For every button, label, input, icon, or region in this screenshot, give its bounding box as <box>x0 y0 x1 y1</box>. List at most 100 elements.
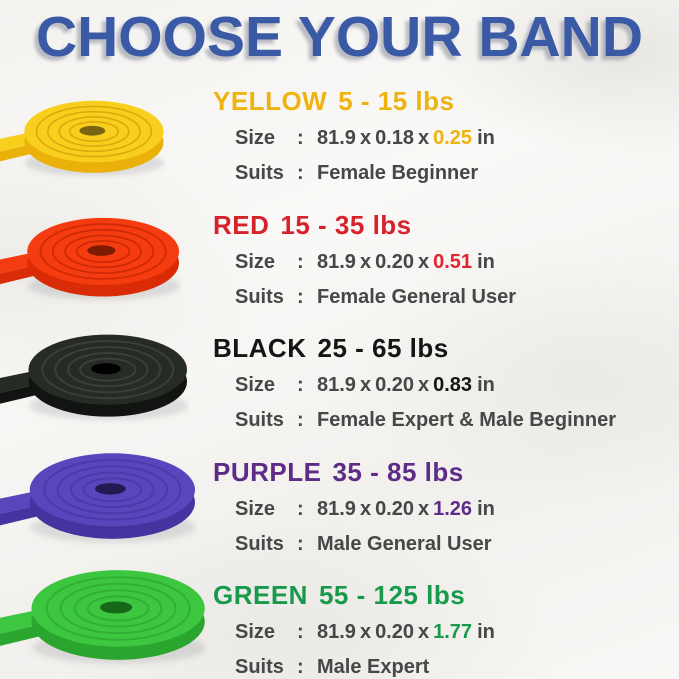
suits-row: Suits: Male General User <box>235 529 495 559</box>
band-section: PURPLE 35 - 85 lbs Size:81.9 x 0.20 x 1.26 in … <box>0 453 679 578</box>
suits-value: Male General User <box>317 533 492 555</box>
size-unit: in <box>477 251 495 273</box>
times-separator: x <box>418 621 430 643</box>
band-photo <box>0 318 190 436</box>
colon-separator: : <box>297 409 304 431</box>
page-title: CHOOSE YOUR BAND <box>35 5 644 69</box>
band-heading: BLACK 25 - 65 lbs <box>213 331 616 365</box>
band-name: PURPLE <box>213 457 322 487</box>
suits-value: Male Expert <box>317 656 430 678</box>
size-label: Size <box>235 621 276 643</box>
size-thickness-highlight: 1.26 <box>433 498 473 520</box>
colon-separator: : <box>297 251 304 273</box>
band-name: RED <box>213 210 270 240</box>
colon-separator: : <box>297 621 304 643</box>
band-weight-range: 35 - 85 lbs <box>332 457 464 487</box>
band-heading: YELLOW 5 - 15 lbs <box>213 84 495 118</box>
band-name: YELLOW <box>213 86 328 116</box>
band-section: BLACK 25 - 65 lbs Size:81.9 x 0.20 x 0.83 in S… <box>0 331 679 454</box>
suits-value: Female Beginner <box>317 162 479 184</box>
size-value: 81.9 x 0.18 x 0.25 in <box>317 127 495 149</box>
band-info: PURPLE 35 - 85 lbs Size:81.9 x 0.20 x 1.26 in … <box>213 455 495 559</box>
band-photo <box>0 552 208 679</box>
suits-label: Suits <box>235 409 284 431</box>
size-unit: in <box>477 621 495 643</box>
band-weight-range: 5 - 15 lbs <box>338 86 455 116</box>
times-separator: x <box>359 251 372 273</box>
times-separator: x <box>418 374 430 396</box>
band-heading: RED 15 - 35 lbs <box>213 208 516 242</box>
band-coil-graphic <box>0 570 206 664</box>
band-heading: GREEN 55 - 125 lbs <box>213 578 495 612</box>
size-thickness-highlight: 0.83 <box>433 374 473 396</box>
size-value: 81.9 x 0.20 x 0.83 in <box>317 374 495 396</box>
band-weight-range: 15 - 35 lbs <box>280 210 412 240</box>
band-coil-graphic <box>0 334 188 421</box>
colon-separator: : <box>297 656 304 678</box>
size-unit: in <box>477 374 495 396</box>
band-name: BLACK <box>213 333 307 363</box>
band-name: GREEN <box>213 580 308 610</box>
band-coil-graphic <box>0 100 165 177</box>
size-width: 0.20 <box>375 498 414 520</box>
colon-separator: : <box>297 127 304 149</box>
times-separator: x <box>418 251 430 273</box>
suits-label: Suits <box>235 162 284 184</box>
times-separator: x <box>359 374 372 396</box>
size-thickness-highlight: 0.51 <box>433 251 473 273</box>
band-weight-range: 55 - 125 lbs <box>318 580 466 610</box>
times-separator: x <box>418 127 430 149</box>
size-unit: in <box>477 127 495 149</box>
colon-separator: : <box>297 286 304 308</box>
times-separator: x <box>418 498 430 520</box>
band-weight-range: 25 - 65 lbs <box>317 333 449 363</box>
times-separator: x <box>359 621 372 643</box>
size-row: Size:81.9 x 0.20 x 0.83 in <box>235 370 616 400</box>
suits-row: Suits: Female Expert & Male Beginner <box>235 405 616 435</box>
size-thickness-highlight: 0.25 <box>433 127 473 149</box>
band-section: GREEN 55 - 125 lbs Size:81.9 x 0.20 x 1.77 in … <box>0 570 679 679</box>
size-row: Size:81.9 x 0.20 x 1.77 in <box>235 617 495 647</box>
size-value: 81.9 x 0.20 x 0.51 in <box>317 251 495 273</box>
band-info: BLACK 25 - 65 lbs Size:81.9 x 0.20 x 0.83 in S… <box>213 331 616 435</box>
suits-row: Suits: Male Expert <box>235 652 495 679</box>
size-unit: in <box>477 498 495 520</box>
size-value: 81.9 x 0.20 x 1.26 in <box>317 498 495 520</box>
size-label: Size <box>235 374 276 396</box>
band-heading: PURPLE 35 - 85 lbs <box>213 455 495 489</box>
times-separator: x <box>359 498 372 520</box>
band-coil-graphic <box>0 217 180 300</box>
suits-row: Suits: Female Beginner <box>235 158 495 188</box>
band-photo <box>0 436 198 559</box>
suits-value: Female Expert & Male Beginner <box>317 409 616 431</box>
band-info: GREEN 55 - 125 lbs Size:81.9 x 0.20 x 1.77 in … <box>213 578 495 679</box>
size-width: 0.18 <box>375 127 414 149</box>
suits-label: Suits <box>235 656 284 678</box>
suits-row: Suits: Female General User <box>235 282 516 312</box>
band-info: RED 15 - 35 lbs Size:81.9 x 0.20 x 0.51 in Sui… <box>213 208 516 312</box>
suits-label: Suits <box>235 533 284 555</box>
size-width: 0.20 <box>375 621 414 643</box>
size-value: 81.9 x 0.20 x 1.77 in <box>317 621 495 643</box>
size-length: 81.9 <box>317 251 356 273</box>
band-photo <box>0 86 166 190</box>
size-width: 0.20 <box>375 251 414 273</box>
suits-label: Suits <box>235 286 284 308</box>
colon-separator: : <box>297 533 304 555</box>
suits-value: Female General User <box>317 286 516 308</box>
colon-separator: : <box>297 162 304 184</box>
size-length: 81.9 <box>317 127 356 149</box>
size-thickness-highlight: 1.77 <box>433 621 473 643</box>
size-row: Size:81.9 x 0.20 x 1.26 in <box>235 494 495 524</box>
band-section: YELLOW 5 - 15 lbs Size:81.9 x 0.18 x 0.25 in S… <box>0 84 679 207</box>
band-section: RED 15 - 35 lbs Size:81.9 x 0.20 x 0.51 in Sui… <box>0 208 679 331</box>
size-length: 81.9 <box>317 621 356 643</box>
times-separator: x <box>359 127 372 149</box>
size-label: Size <box>235 498 276 520</box>
band-coil-graphic <box>0 453 196 543</box>
colon-separator: : <box>297 374 304 396</box>
size-length: 81.9 <box>317 374 356 396</box>
size-label: Size <box>235 127 276 149</box>
size-length: 81.9 <box>317 498 356 520</box>
